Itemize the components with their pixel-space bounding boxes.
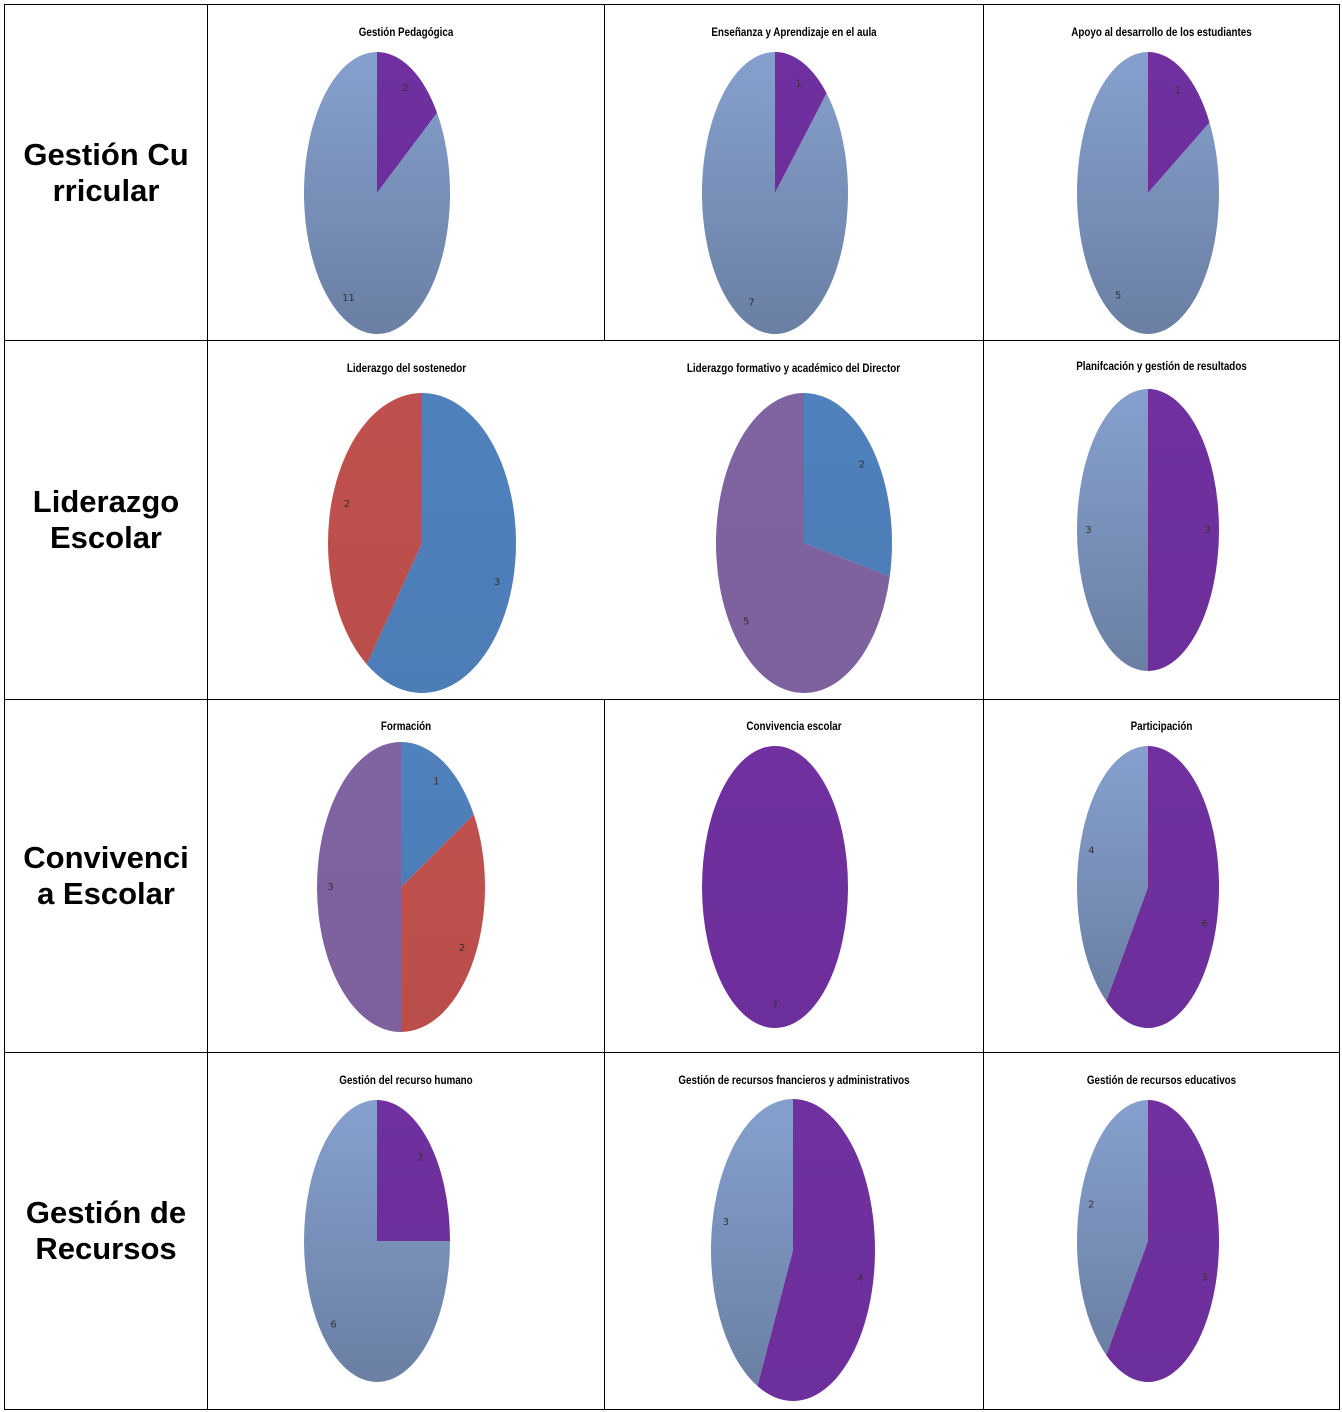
slice-value-label: 3 (327, 882, 333, 893)
row-label-text: Liderazgo Escolar (32, 484, 180, 555)
pie-chart: 64 (1077, 746, 1220, 1028)
pie-slice (1077, 1100, 1148, 1356)
chart-cell: Gestión de recursos fnancieros y adminis… (604, 1052, 984, 1410)
pie-slice (715, 393, 890, 693)
pie-chart: 33 (1077, 389, 1219, 671)
pie-chart: 43 (710, 1099, 875, 1401)
pie-slice (328, 393, 422, 665)
slice-value-label: 6 (330, 1320, 336, 1331)
slice-value-label: 5 (743, 617, 749, 628)
pie-slice (1077, 746, 1148, 1002)
slice-value-label: 3 (1085, 525, 1091, 536)
slice-value-label: 3 (723, 1217, 729, 1228)
pie-slice (1106, 746, 1220, 1028)
chart-title: Liderazgo formativo y académico del Dire… (686, 361, 901, 375)
pie-slice (377, 1100, 450, 1241)
chart-cell: Apoyo al desarrollo de los estudiantes 1 5 (983, 4, 1340, 341)
chart-title: Convivencia escolar (746, 719, 842, 733)
chart-cell: Gestión del recurso humano 2 6 (207, 1052, 605, 1410)
chart-title: Planifcación y gestión de resultados (1076, 359, 1247, 373)
slice-value-label: 2 (344, 499, 350, 510)
pie-slice (377, 52, 438, 193)
slice-value-label: 11 (342, 293, 355, 304)
slice-value-label: 2 (1088, 1199, 1094, 1210)
chart-title: Gestión de recursos educativos (1086, 1073, 1237, 1087)
pie-chart: 32 (1077, 1100, 1220, 1382)
pie-slice (1148, 52, 1210, 193)
pie-slice (304, 52, 451, 335)
slice-value-label: 3 (494, 577, 500, 588)
slice-value-label: 6 (1202, 919, 1208, 930)
slice-value-label: 3 (1202, 1273, 1208, 1284)
pie-chart: 32 (328, 393, 517, 693)
pie-slice (401, 742, 474, 887)
row-label-text: Gestión de Recursos (25, 1195, 187, 1266)
slice-value-label: 7 (772, 1000, 778, 1011)
pie-chart: 17 (702, 52, 849, 334)
slice-value-label: 1 (1175, 85, 1181, 96)
chart-title: Enseñanza y Aprendizaje en el aula (711, 25, 877, 39)
pie-chart: 7 (702, 746, 848, 1028)
slice-value-label: 2 (417, 1152, 423, 1163)
pie-chart: 15 (1077, 52, 1220, 334)
pie-slice (702, 52, 849, 334)
chart-cell: Liderazgo del sostenedor 3 2 (207, 340, 605, 700)
pie-slice (366, 393, 517, 693)
slice-value-label: 4 (1088, 845, 1094, 856)
row-label: Liderazgo Escolar (4, 340, 208, 700)
chart-cell: Enseñanza y Aprendizaje en el aula 1 7 (604, 4, 984, 341)
pie-slice (757, 1099, 875, 1401)
pie-chart: 2 11 (304, 52, 451, 335)
pie-slice (702, 746, 848, 1028)
pie-chart: 26 (304, 1100, 450, 1382)
chart-title: Apoyo al desarrollo de los estudiantes (1071, 25, 1252, 39)
chart-title: Gestión de recursos fnancieros y adminis… (678, 1073, 910, 1087)
slice-value-label: 3 (1204, 525, 1210, 536)
chart-title: Formación (380, 719, 432, 733)
chart-cell: Liderazgo formativo y académico del Dire… (604, 340, 984, 700)
pie-slice (1148, 389, 1219, 671)
pie-slice (1106, 1100, 1220, 1382)
slice-value-label: 2 (402, 83, 408, 94)
chart-cell: Formación 1 2 3 (207, 699, 605, 1053)
row-label-text: Convivencia Escolar (23, 840, 189, 911)
row-label-text: Gestión Curricular (23, 136, 189, 208)
slice-value-label: 2 (859, 459, 865, 470)
chart-title: Gestión Pedagógica (358, 25, 454, 39)
slice-value-label: 1 (795, 79, 801, 90)
pie-chart: 25 (715, 393, 892, 693)
chart-cell: Planifcación y gestión de resultados 3 3 (983, 340, 1340, 700)
slice-value-label: 4 (857, 1273, 863, 1284)
pie-slice (1077, 389, 1148, 671)
row-label: Convivencia Escolar (4, 699, 208, 1053)
chart-title: Participación (1130, 719, 1193, 733)
slice-value-label: 7 (748, 297, 754, 308)
pie-slice (401, 814, 486, 1032)
pie-chart: 1 2 3 (317, 742, 486, 1032)
chart-title: Gestión del recurso humano (339, 1073, 473, 1087)
pie-slice (804, 393, 892, 577)
chart-cell: Gestión de recursos educativos 3 2 (983, 1052, 1340, 1410)
slice-value-label: 1 (433, 777, 439, 788)
slice-value-label: 2 (459, 943, 465, 954)
chart-cell: Gestión Pedagógica 2 11 (207, 4, 605, 341)
pie-slice (317, 742, 401, 1032)
pie-slice (775, 52, 827, 193)
slice-value-label: 5 (1115, 291, 1121, 302)
pie-slice (710, 1099, 793, 1387)
chart-title: Liderazgo del sostenedor (346, 361, 467, 375)
chart-cell: Participación 6 4 (983, 699, 1340, 1053)
row-label: Gestión Curricular (4, 4, 208, 341)
chart-cell: Convivencia escolar 7 (604, 699, 984, 1053)
pie-slice (1077, 52, 1220, 334)
row-label: Gestión de Recursos (4, 1052, 208, 1410)
pie-slice (304, 1100, 450, 1382)
